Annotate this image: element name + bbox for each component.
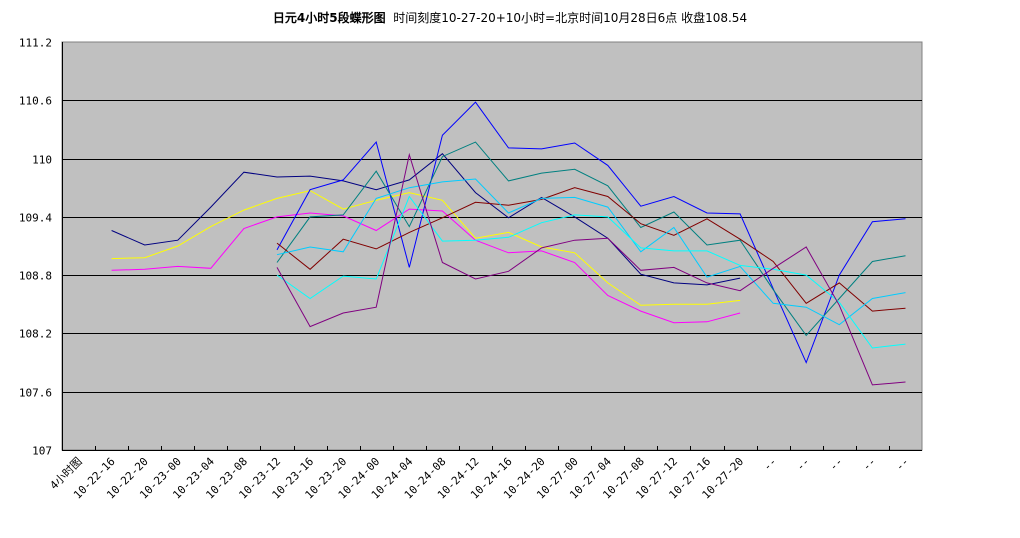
y-tick-label: 110.6 bbox=[19, 95, 52, 108]
y-tick-label: 110 bbox=[32, 154, 52, 167]
series-line-aqua bbox=[276, 195, 906, 349]
x-tick-label: -- bbox=[860, 455, 879, 474]
y-tick-label: 108.8 bbox=[19, 270, 52, 283]
series-line-skyblue bbox=[276, 178, 906, 326]
series-line-teal bbox=[276, 141, 906, 337]
x-tick-label: -- bbox=[794, 455, 813, 474]
x-tick-label: -- bbox=[893, 455, 912, 474]
series-line-purple bbox=[276, 152, 906, 386]
y-axis-labels: 107 107.6 108.2 108.8 109.4 110 110.6 111.2 bbox=[19, 37, 52, 458]
series-line-yellow bbox=[111, 190, 741, 306]
x-tick-label: -- bbox=[761, 455, 780, 474]
y-tick-label: 111.2 bbox=[19, 37, 52, 50]
y-tick-label: 108.2 bbox=[19, 328, 52, 341]
chart-title: 日元4小时5段蝶形图 时间刻度10-27-20+10小时=北京时间10月28日6… bbox=[0, 9, 1020, 26]
series-line-blue bbox=[276, 101, 906, 364]
data-series bbox=[111, 101, 906, 386]
y-tick-label: 107 bbox=[32, 445, 52, 458]
chart-title-main: 日元4小时5段蝶形图 bbox=[272, 11, 386, 25]
series-line-maroon bbox=[276, 187, 906, 312]
axes bbox=[62, 42, 922, 451]
y-tick-label: 109.4 bbox=[19, 212, 52, 225]
x-tick-label: -- bbox=[827, 455, 846, 474]
series-line-navy bbox=[111, 153, 741, 286]
x-axis-labels: 4小时图10-22-1610-22-2010-23-0010-23-0410-2… bbox=[47, 455, 911, 502]
y-tick-label: 107.6 bbox=[19, 387, 52, 400]
chart-title-sub: 时间刻度10-27-20+10小时=北京时间10月28日6点 收盘108.54 bbox=[393, 11, 748, 25]
